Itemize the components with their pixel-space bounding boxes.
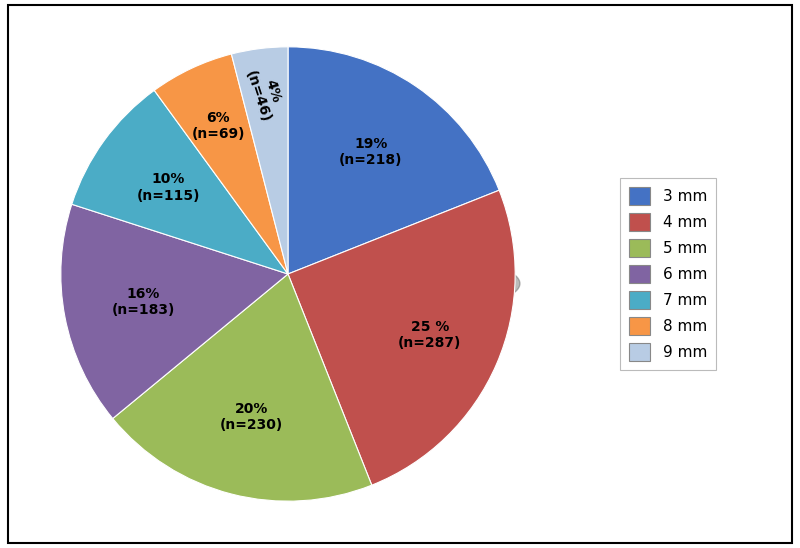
Wedge shape <box>72 90 288 274</box>
Wedge shape <box>231 47 288 274</box>
Wedge shape <box>113 274 372 501</box>
Wedge shape <box>288 190 515 485</box>
Text: 19%
(n=218): 19% (n=218) <box>339 137 402 167</box>
Wedge shape <box>61 204 288 419</box>
Text: 25 %
(n=287): 25 % (n=287) <box>398 320 462 350</box>
Wedge shape <box>154 54 288 274</box>
Text: 4%
(n=46): 4% (n=46) <box>242 64 288 124</box>
Ellipse shape <box>66 243 520 324</box>
Text: 6%
(n=69): 6% (n=69) <box>191 111 245 141</box>
Text: 20%
(n=230): 20% (n=230) <box>219 402 283 432</box>
Text: 10%
(n=115): 10% (n=115) <box>137 172 200 203</box>
Text: 16%
(n=183): 16% (n=183) <box>111 287 174 317</box>
Wedge shape <box>288 47 499 274</box>
Legend: 3 mm, 4 mm, 5 mm, 6 mm, 7 mm, 8 mm, 9 mm: 3 mm, 4 mm, 5 mm, 6 mm, 7 mm, 8 mm, 9 mm <box>620 178 716 370</box>
